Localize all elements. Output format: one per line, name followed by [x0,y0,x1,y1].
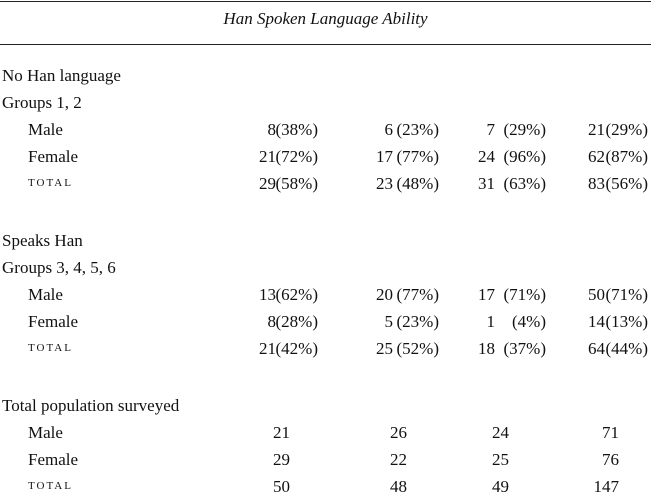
cell-percent: (72%) [275,147,318,166]
cell-count: 62 [588,147,605,166]
cell-count: 1 [486,312,496,331]
row-label: Male [28,120,63,139]
row-label: Female [28,450,79,469]
cell-percent: (4%) [512,312,546,331]
cell-percent: (29%) [605,120,648,139]
cell-count: 48 [390,477,407,496]
cell-percent: (38%) [275,120,318,139]
section-heading: Groups 3, 4, 5, 6 [2,258,116,277]
cell-count: 13 [259,285,276,304]
data-table: No Han language Groups 1, 2 Male 8 (38%) 6 (23… [0,62,651,500]
cell-count: 22 [390,450,407,469]
row-label: total [28,342,73,354]
row-label: total [28,480,73,492]
cell-count: 17 [478,285,495,304]
cell-percent: (23%) [396,312,439,331]
cell-count: 8 [267,120,277,139]
cell-percent: (58%) [275,174,318,193]
cell-percent: (71%) [503,285,546,304]
cell-percent: (29%) [503,120,546,139]
cell-count: 25 [376,339,393,358]
cell-count: 83 [588,174,605,193]
table-row: Female 8 (28%) 5 (23%) 1 (4%) 14 (13%) [0,308,651,335]
cell-count: 8 [267,312,277,331]
cell-count: 14 [588,312,605,331]
table-section: Total population surveyed Male 21 26 24 71 Fem… [0,392,651,500]
cell-count: 24 [478,147,495,166]
cell-count: 21 [273,423,290,442]
cell-count: 18 [478,339,495,358]
cell-percent: (63%) [503,174,546,193]
cell-count: 20 [376,285,393,304]
cell-percent: (44%) [605,339,648,358]
cell-count: 17 [376,147,393,166]
cell-percent: (56%) [605,174,648,193]
table-row: total 29 (58%) 23 (48%) 31 (63%) 83 (56%) [0,170,651,197]
table-row: total 50 48 49 147 [0,473,651,500]
cell-count: 26 [390,423,407,442]
cell-percent: (71%) [605,285,648,304]
cell-count: 21 [588,120,605,139]
section-spacer [0,362,651,392]
cell-percent: (96%) [503,147,546,166]
cell-count: 71 [602,423,619,442]
cell-percent: (62%) [275,285,318,304]
cell-percent: (77%) [396,147,439,166]
row-label: total [28,177,73,189]
row-label: Female [28,312,79,331]
row-label: Female [28,147,79,166]
cell-percent: (42%) [275,339,318,358]
table-row: Female 21 (72%) 17 (77%) 24 (96%) 62 (87%) [0,143,651,170]
caption-rule [0,44,651,45]
cell-count: 31 [478,174,495,193]
cell-count: 64 [588,339,605,358]
cell-count: 5 [384,312,394,331]
table-row: Female 29 22 25 76 [0,446,651,473]
table-row: total 21 (42%) 25 (52%) 18 (37%) 64 (44%) [0,335,651,362]
section-heading: Groups 1, 2 [2,93,82,112]
cell-percent: (52%) [396,339,439,358]
cell-count: 7 [486,120,496,139]
section-spacer [0,197,651,227]
cell-count: 6 [384,120,394,139]
cell-count: 25 [492,450,509,469]
section-heading: No Han language [2,66,121,85]
cell-percent: (87%) [605,147,648,166]
table-row: Male 13 (62%) 20 (77%) 17 (71%) 50 (71%) [0,281,651,308]
cell-count: 50 [588,285,605,304]
cell-percent: (23%) [396,120,439,139]
cell-count: 29 [273,450,290,469]
section-heading: Total population surveyed [2,396,180,415]
section-heading: Speaks Han [2,231,83,250]
cell-percent: (28%) [275,312,318,331]
row-label: Male [28,423,63,442]
cell-percent: (13%) [605,312,648,331]
cell-count: 50 [273,477,290,496]
table-caption: Han Spoken Language Ability [223,9,428,28]
top-rule [0,1,651,2]
cell-count: 49 [492,477,509,496]
table-section: No Han language Groups 1, 2 Male 8 (38%) 6 (23… [0,62,651,197]
table-row: Male 8 (38%) 6 (23%) 7 (29%) 21 (29%) [0,116,651,143]
cell-percent: (48%) [396,174,439,193]
table-row: Male 21 26 24 71 [0,419,651,446]
cell-percent: (37%) [503,339,546,358]
cell-percent: (77%) [396,285,439,304]
cell-count: 21 [259,339,276,358]
row-label: Male [28,285,63,304]
cell-count: 147 [593,477,620,496]
cell-count: 76 [602,450,619,469]
cell-count: 23 [376,174,393,193]
cell-count: 21 [259,147,276,166]
cell-count: 24 [492,423,509,442]
table-section: Speaks Han Groups 3, 4, 5, 6 Male 13 (62%) 20… [0,227,651,362]
cell-count: 29 [259,174,276,193]
